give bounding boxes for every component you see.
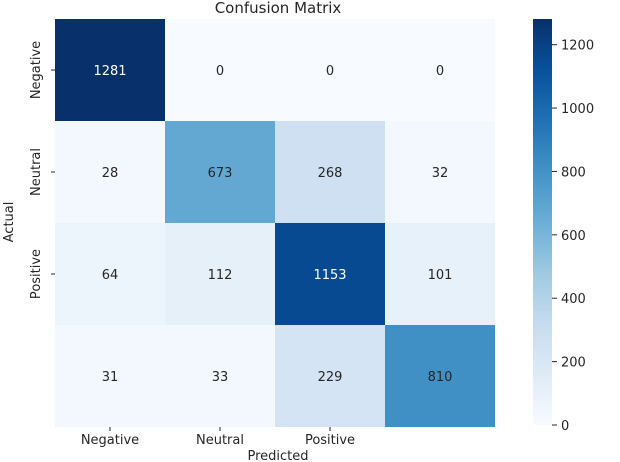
heatmap-cell [55, 325, 165, 427]
cell-value-label: 112 [208, 268, 233, 283]
heatmap-cell [275, 19, 385, 121]
colorbar-tick-label: 600 [561, 229, 586, 244]
colorbar [533, 19, 552, 425]
cell-value-label: 1281 [93, 64, 126, 79]
heatmap-cell [165, 121, 275, 223]
y-axis-label: Actual [2, 202, 17, 243]
heatmap-cell [385, 223, 495, 325]
cell-value-label: 32 [432, 166, 449, 181]
cell-value-label: 268 [318, 166, 343, 181]
x-tick-label: Neutral [196, 433, 244, 448]
cell-value-label: 28 [102, 166, 119, 181]
heatmap-cell [275, 121, 385, 223]
y-tick-labels: Negative Neutral Positive [29, 41, 55, 299]
heatmap-cell [165, 223, 275, 325]
colorbar-tick-label: 1000 [561, 102, 594, 117]
heatmap-cell [275, 223, 385, 325]
colorbar-ticks: 0 200 400 600 800 1000 1200 [552, 39, 594, 434]
heatmap-cell [385, 325, 495, 427]
heatmap-cells: 1281 0 0 0 28 673 268 32 64 112 1153 101 31 33 229 810 [55, 19, 495, 427]
y-tick-label: Negative [29, 41, 44, 99]
chart-title: Confusion Matrix [215, 0, 342, 17]
cell-value-label: 101 [428, 268, 453, 283]
x-axis-label: Predicted [247, 449, 308, 462]
colorbar-tick-label: 0 [561, 419, 569, 434]
cell-value-label: 0 [326, 64, 334, 79]
heatmap-cell [55, 121, 165, 223]
heatmap-cell [275, 325, 385, 427]
y-tick-label: Neutral [29, 148, 44, 196]
cell-value-label: 229 [318, 370, 343, 385]
cell-value-label: 810 [428, 370, 453, 385]
cell-value-label: 64 [102, 268, 119, 283]
heatmap-cell [165, 325, 275, 427]
heatmap-cell [385, 19, 495, 121]
cell-value-label: 0 [436, 64, 444, 79]
colorbar-tick-label: 200 [561, 356, 586, 371]
x-tick-label: Negative [81, 433, 139, 448]
cell-value-label: 673 [208, 166, 233, 181]
cell-value-label: 1153 [313, 268, 346, 283]
heatmap-cell [55, 223, 165, 325]
cell-value-label: 0 [216, 64, 224, 79]
heatmap-cell [55, 19, 165, 121]
colorbar-tick-label: 400 [561, 292, 586, 307]
cell-value-label: 33 [212, 370, 229, 385]
y-tick-label: Positive [29, 249, 44, 299]
x-tick-label: Positive [305, 433, 355, 448]
heatmap-cell [385, 121, 495, 223]
x-tick-labels: Negative Neutral Positive [81, 427, 355, 448]
cell-value-label: 31 [102, 370, 119, 385]
heatmap-cell [165, 19, 275, 121]
colorbar-tick-label: 800 [561, 165, 586, 180]
colorbar-tick-label: 1200 [561, 39, 594, 54]
